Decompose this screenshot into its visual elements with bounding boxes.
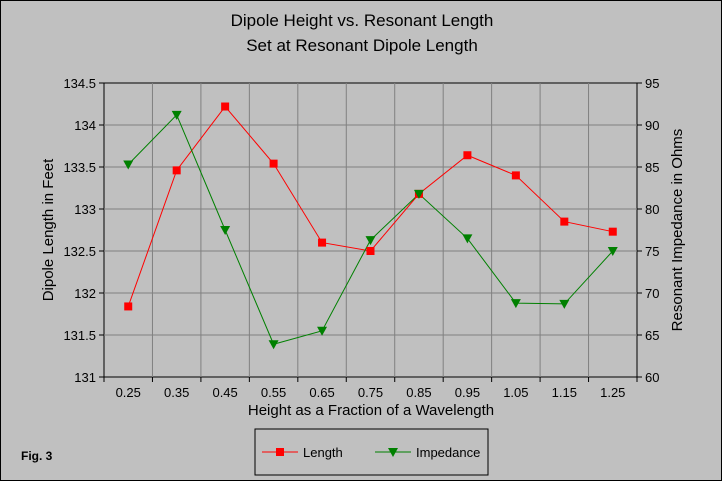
chart-title-line-2: Set at Resonant Dipole Length [246,36,478,55]
data-point-length [560,217,569,226]
y-right-tick-label: 80 [645,202,659,217]
y-left-tick-label: 134.5 [63,76,96,91]
x-tick-label: 0.55 [261,385,286,400]
y-left-tick-label: 131.5 [63,328,96,343]
gridlines [104,83,637,377]
x-tick-label: 0.25 [116,385,141,400]
x-tick-label: 0.75 [358,385,383,400]
legend-length-marker [276,448,284,456]
legend-length-label: Length [303,445,343,460]
y-right-axis-label: Resonant Impedance in Ohms [669,129,686,332]
x-tick-label: 0.95 [455,385,480,400]
data-point-impedance [365,236,376,246]
y-left-tick-label: 134 [74,118,96,133]
x-tick-label: 1.15 [552,385,577,400]
x-tick-label: 0.65 [309,385,334,400]
plot-area [103,82,638,378]
legend-impedance-label: Impedance [416,445,480,460]
y-right-tick-label: 60 [645,370,659,385]
y-right-tick-labels: 60 65 70 75 80 85 90 95 [637,76,659,385]
data-point-impedance [413,189,424,199]
data-point-length [124,302,133,311]
series-markers [123,102,618,350]
y-right-tick-label: 75 [645,244,659,259]
y-right-tick-label: 65 [645,328,659,343]
figure-label: Fig. 3 [21,449,53,463]
chart-title-line-1: Dipole Height vs. Resonant Length [231,11,494,30]
data-point-length [463,151,472,160]
data-point-impedance [171,110,182,120]
data-point-impedance [607,247,618,256]
y-left-tick-label: 132 [74,286,96,301]
x-tick-label: 1.25 [600,385,625,400]
y-right-tick-label: 95 [645,76,659,91]
y-right-tick-label: 70 [645,286,659,301]
y-left-tick-labels: 131 131.5 132 132.5 133 133.5 134 134.5 [63,76,104,385]
legend: Length Impedance [254,428,489,476]
data-point-impedance [462,234,473,244]
data-point-impedance [317,326,328,336]
data-point-length [221,102,230,111]
x-tick-label: 1.05 [503,385,528,400]
data-point-length [511,171,520,180]
data-point-impedance [268,340,279,350]
data-point-impedance [510,299,521,309]
x-tick-label: 0.35 [164,385,189,400]
y-left-tick-label: 131 [74,370,96,385]
y-right-tick-label: 85 [645,160,659,175]
x-tick-labels: 0.25 0.35 0.45 0.55 0.65 0.75 0.85 0.95 1.05 1.15… [103,377,638,400]
data-point-length [172,166,181,175]
x-axis-label: Height as a Fraction of a Wavelength [248,402,494,419]
x-tick-label: 0.85 [406,385,431,400]
y-right-tick-label: 90 [645,118,659,133]
legend-impedance-marker [388,448,398,457]
data-point-length [269,159,278,168]
data-point-impedance [123,160,134,170]
y-left-tick-label: 133.5 [63,160,96,175]
data-point-length [318,238,327,247]
x-tick-label: 0.45 [212,385,237,400]
data-point-length [366,247,375,255]
data-point-impedance [220,226,231,235]
data-point-impedance [559,299,570,309]
data-point-length [608,227,617,236]
y-left-tick-label: 132.5 [63,244,96,259]
y-left-axis-label: Dipole Length in Feet [40,158,57,301]
y-left-tick-label: 133 [74,202,96,217]
